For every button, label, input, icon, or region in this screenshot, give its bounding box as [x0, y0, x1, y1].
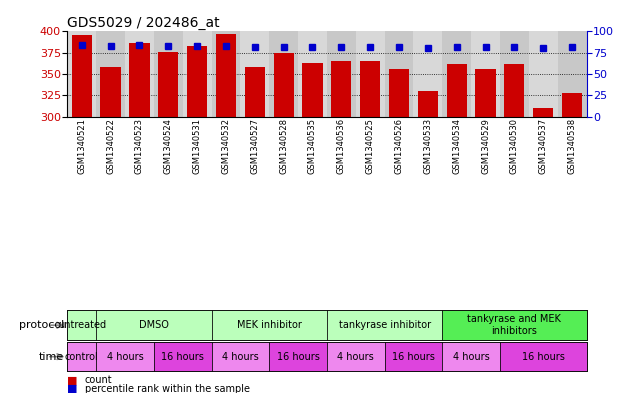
- Bar: [442, 31, 471, 117]
- Bar: [476, 69, 495, 117]
- Bar: [96, 310, 212, 340]
- Bar: [67, 310, 96, 340]
- Bar: [101, 67, 121, 117]
- Text: control: control: [65, 352, 99, 362]
- Bar: [67, 31, 96, 117]
- Text: 16 hours: 16 hours: [277, 352, 319, 362]
- Bar: [327, 31, 356, 117]
- Bar: [356, 31, 385, 117]
- Text: ■: ■: [67, 375, 78, 386]
- Bar: [187, 46, 207, 117]
- Text: untreated: untreated: [58, 320, 106, 330]
- Text: ■: ■: [67, 384, 78, 393]
- Text: tankyrase and MEK
inhibitors: tankyrase and MEK inhibitors: [467, 314, 562, 336]
- Text: 16 hours: 16 hours: [522, 352, 565, 362]
- Bar: [500, 342, 587, 371]
- Text: tankyrase inhibitor: tankyrase inhibitor: [338, 320, 431, 330]
- Text: MEK inhibitor: MEK inhibitor: [237, 320, 302, 330]
- Bar: [269, 342, 327, 371]
- Bar: [274, 53, 294, 117]
- Bar: [331, 61, 351, 117]
- Bar: [385, 31, 413, 117]
- Text: 4 hours: 4 hours: [222, 352, 259, 362]
- Bar: [125, 31, 154, 117]
- Bar: [327, 310, 442, 340]
- Bar: [558, 31, 587, 117]
- Bar: [269, 31, 298, 117]
- Bar: [442, 310, 587, 340]
- Text: 4 hours: 4 hours: [453, 352, 490, 362]
- Bar: [154, 31, 183, 117]
- Bar: [216, 34, 236, 117]
- Text: time: time: [39, 352, 64, 362]
- Text: 4 hours: 4 hours: [106, 352, 144, 362]
- Bar: [562, 93, 582, 117]
- Bar: [442, 342, 500, 371]
- Text: percentile rank within the sample: percentile rank within the sample: [85, 384, 249, 393]
- Bar: [385, 342, 442, 371]
- Bar: [183, 31, 212, 117]
- Bar: [154, 342, 212, 371]
- Bar: [389, 69, 409, 117]
- Bar: [504, 64, 524, 117]
- Bar: [360, 61, 380, 117]
- Text: GDS5029 / 202486_at: GDS5029 / 202486_at: [67, 17, 220, 30]
- Text: 16 hours: 16 hours: [392, 352, 435, 362]
- Bar: [240, 31, 269, 117]
- Bar: [96, 31, 125, 117]
- Bar: [447, 64, 467, 117]
- Bar: [158, 52, 178, 117]
- Bar: [96, 342, 154, 371]
- Bar: [212, 31, 240, 117]
- Bar: [303, 63, 322, 117]
- Bar: [533, 108, 553, 117]
- Text: DMSO: DMSO: [139, 320, 169, 330]
- Text: count: count: [85, 375, 112, 386]
- Bar: [72, 35, 92, 117]
- Bar: [245, 67, 265, 117]
- Bar: [529, 31, 558, 117]
- Bar: [129, 43, 149, 117]
- Text: 4 hours: 4 hours: [337, 352, 374, 362]
- Bar: [298, 31, 327, 117]
- Bar: [67, 342, 96, 371]
- Bar: [327, 342, 385, 371]
- Text: 16 hours: 16 hours: [162, 352, 204, 362]
- Bar: [212, 342, 269, 371]
- Bar: [413, 31, 442, 117]
- Bar: [471, 31, 500, 117]
- Bar: [212, 310, 327, 340]
- Text: protocol: protocol: [19, 320, 64, 330]
- Bar: [418, 91, 438, 117]
- Bar: [500, 31, 529, 117]
